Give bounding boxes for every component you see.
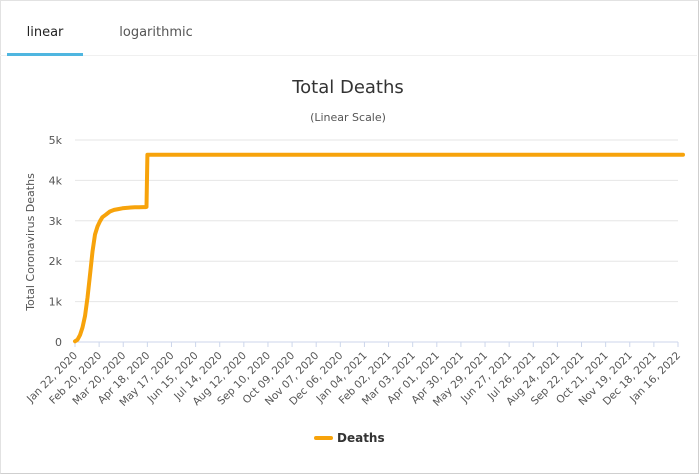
tab-linear[interactable]: linear xyxy=(7,0,83,56)
y-tick-label: 0 xyxy=(55,336,62,349)
y-tick-label: 1k xyxy=(49,296,63,309)
y-tick-label: 5k xyxy=(49,134,63,147)
y-axis-title: Total Coronavirus Deaths xyxy=(24,173,37,312)
y-tick-label: 4k xyxy=(49,174,63,187)
tab-logarithmic[interactable]: logarithmic xyxy=(100,0,212,55)
y-axis-ticks: 0 1k 2k 3k 4k 5k xyxy=(49,134,63,349)
scale-tabs: linear logarithmic xyxy=(0,0,697,56)
grid-lines xyxy=(75,139,678,343)
legend[interactable]: Deaths xyxy=(314,431,385,445)
chart-subtitle: (Linear Scale) xyxy=(310,111,386,124)
chart-title: Total Deaths xyxy=(291,77,404,98)
tab-linear-label: linear xyxy=(26,25,64,40)
active-tab-indicator xyxy=(7,53,83,56)
y-tick-label: 2k xyxy=(49,255,63,268)
legend-deaths-label: Deaths xyxy=(337,431,385,445)
y-tick-label: 3k xyxy=(49,215,63,228)
tab-logarithmic-label: logarithmic xyxy=(119,25,193,40)
series-layer xyxy=(73,152,685,344)
series-line-deaths xyxy=(73,152,685,344)
